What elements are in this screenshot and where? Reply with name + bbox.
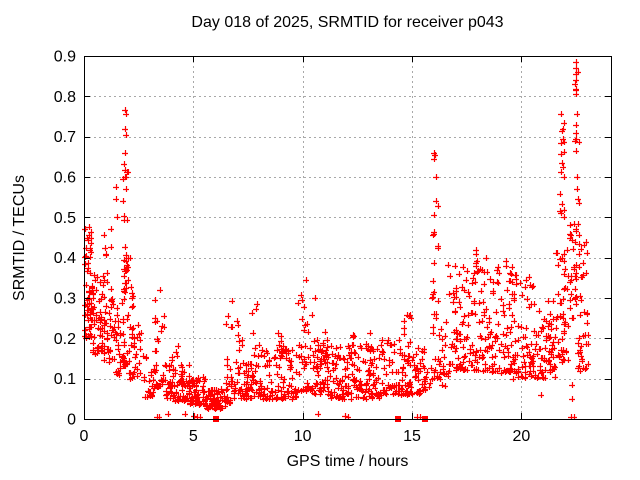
x-tick-label: 5: [189, 428, 198, 445]
grid-lines: [84, 56, 611, 419]
y-tick-label: 0.6: [54, 170, 76, 187]
y-tick-label: 0.3: [54, 291, 76, 308]
y-tick-label: 0.4: [54, 250, 76, 267]
y-tick-label: 0.5: [54, 210, 76, 227]
x-axis-label: GPS time / hours: [286, 453, 409, 470]
y-tick-label: 0.9: [54, 49, 76, 66]
chart-title: Day 018 of 2025, SRMTID for receiver p04…: [191, 14, 504, 31]
x-tick-label: 20: [512, 428, 530, 445]
y-tick-label: 0.1: [54, 371, 76, 388]
x-tick-label: 0: [80, 428, 89, 445]
y-tick-label: 0: [67, 412, 76, 429]
y-tick-label: 0.8: [54, 89, 76, 106]
x-tick-label: 10: [294, 428, 312, 445]
x-tick-label: 15: [403, 428, 421, 445]
scatter-points: [82, 59, 591, 420]
tick-marks: [84, 56, 611, 420]
y-tick-label: 0.2: [54, 331, 76, 348]
y-tick-label: 0.7: [54, 129, 76, 146]
plot-border: [84, 56, 612, 420]
